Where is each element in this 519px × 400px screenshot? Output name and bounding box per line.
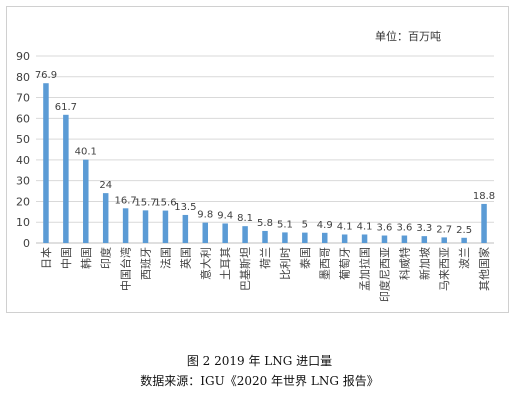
x-tick-label: 日本 <box>39 247 53 269</box>
data-label: 2.5 <box>456 225 472 236</box>
x-tick-label: 新加坡 <box>417 247 431 280</box>
data-label: 3.6 <box>396 223 412 234</box>
y-tick-label: 10 <box>16 216 30 229</box>
bar <box>361 234 368 243</box>
unit-label: 单位：百万吨 <box>375 30 441 43</box>
bar <box>341 234 348 243</box>
source-caption: 数据来源：IGU《2020 年世界 LNG 报告》 <box>140 374 379 388</box>
figure-caption: 图 2 2019 年 LNG 进口量 <box>186 354 333 368</box>
y-tick-label: 30 <box>16 175 30 188</box>
data-label: 3.3 <box>416 223 432 234</box>
x-tick-label: 泰国 <box>298 247 312 269</box>
x-tick-label: 波兰 <box>458 247 471 269</box>
data-label: 15.6 <box>154 198 176 209</box>
bar <box>222 223 228 243</box>
x-tick-label: 韩国 <box>79 247 93 269</box>
y-tick-label: 80 <box>16 71 30 84</box>
x-tick-label: 土耳其 <box>219 247 232 280</box>
x-tick-label: 科威特 <box>397 247 411 280</box>
x-tick-label: 法国 <box>158 247 172 269</box>
data-label: 18.8 <box>473 191 495 202</box>
data-label: 4.9 <box>317 220 333 231</box>
x-tick-label: 中国 <box>60 247 73 269</box>
x-tick-label: 荷兰 <box>259 247 272 269</box>
data-label: 4.1 <box>357 221 373 232</box>
data-label: 5.1 <box>277 219 293 230</box>
y-tick-label: 0 <box>23 237 30 250</box>
data-label: 9.8 <box>197 210 213 221</box>
data-label: 76.9 <box>35 70 57 81</box>
data-label: 4.1 <box>337 221 353 232</box>
data-label: 24 <box>99 180 112 191</box>
bar <box>401 235 408 243</box>
bar <box>102 193 109 243</box>
data-label: 3.6 <box>377 223 393 234</box>
data-label: 5 <box>302 220 308 231</box>
bar <box>302 232 308 243</box>
y-tick-label: 70 <box>16 92 30 105</box>
x-tick-label: 马来西亚 <box>438 247 451 291</box>
bar <box>481 203 487 243</box>
bar <box>282 232 288 243</box>
bar <box>381 235 388 243</box>
x-tick-label: 印度尼西亚 <box>377 247 391 302</box>
y-tick-label: 40 <box>16 154 30 167</box>
bar <box>461 237 467 243</box>
data-label: 8.1 <box>237 213 253 224</box>
bar <box>142 210 149 243</box>
bars <box>43 83 487 243</box>
x-tick-label: 孟加拉国 <box>358 247 372 291</box>
x-axis-tick-labels: 日本 中国 韩国 印度 中国台湾 西班牙 法国 英国 意大利 土耳其 巴基斯坦 荷兰 比利时 泰国 墨西哥葡… <box>39 247 491 302</box>
bar <box>43 83 49 243</box>
bar <box>321 232 328 243</box>
y-tick-label: 20 <box>16 195 30 208</box>
x-tick-label: 比利时 <box>279 247 292 280</box>
x-tick-label: 其他国家 <box>477 247 491 291</box>
x-tick-label: 意大利 <box>198 247 212 280</box>
data-label: 13.5 <box>174 202 196 213</box>
y-tick-label: 90 <box>16 50 30 63</box>
bar <box>122 208 129 243</box>
bar <box>182 214 189 243</box>
bar <box>162 210 169 243</box>
bar <box>63 114 69 243</box>
x-tick-label: 西班牙 <box>140 247 153 280</box>
data-label: 16.7 <box>114 195 136 206</box>
x-tick-label: 英国 <box>178 247 192 269</box>
bar <box>441 237 447 243</box>
y-tick-label: 60 <box>16 112 30 125</box>
data-label: 9.4 <box>217 210 233 221</box>
grid-lines <box>36 55 494 244</box>
y-tick-label: 50 <box>16 133 30 146</box>
x-tick-label: 中国台湾 <box>119 247 133 291</box>
data-label: 15.7 <box>134 197 156 208</box>
bar <box>202 222 209 243</box>
x-tick-label: 巴基斯坦 <box>238 247 252 291</box>
data-label: 2.7 <box>436 224 452 235</box>
y-axis-tick-labels: 0 10 20 30 40 50 60 70 80 90 <box>16 50 30 250</box>
x-tick-label: 印度 <box>99 247 113 269</box>
data-label: 40.1 <box>75 147 97 158</box>
bar <box>262 230 268 243</box>
bar <box>83 159 89 243</box>
x-tick-label: 葡萄牙 <box>339 247 352 280</box>
bar <box>242 226 248 243</box>
data-label: 5.8 <box>257 218 273 229</box>
x-tick-label: 墨西哥 <box>319 247 332 280</box>
data-label: 61.7 <box>55 102 77 113</box>
bar <box>421 236 428 243</box>
